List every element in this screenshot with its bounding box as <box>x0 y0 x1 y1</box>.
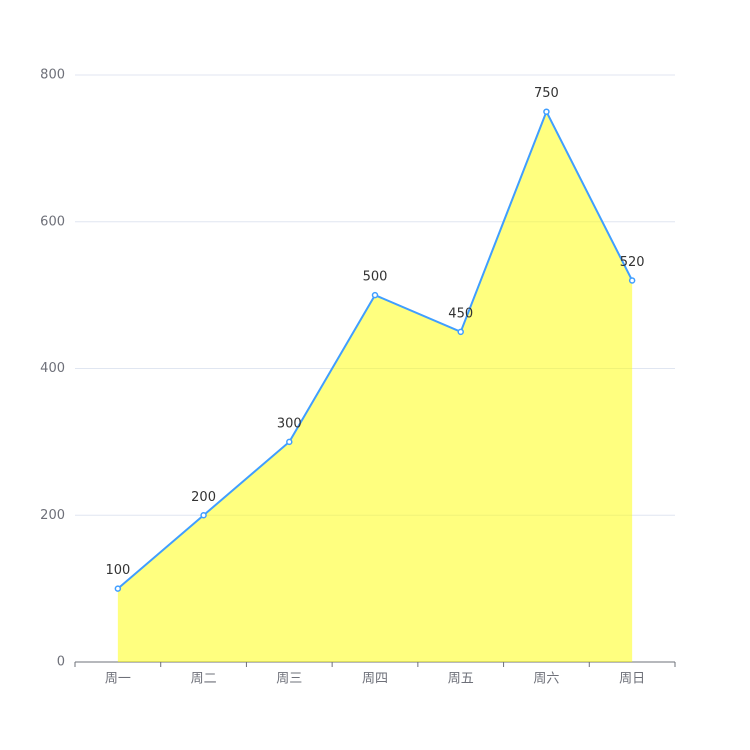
y-tick-label: 800 <box>40 68 65 83</box>
value-label: 750 <box>534 86 559 101</box>
value-label: 300 <box>277 416 302 431</box>
value-label: 520 <box>620 255 645 270</box>
point <box>457 328 464 336</box>
value-label: 500 <box>363 270 388 285</box>
y-tick-label: 200 <box>40 508 65 523</box>
value-label: 100 <box>105 563 130 578</box>
x-tick-label: 周六 <box>533 672 559 687</box>
point <box>286 438 293 446</box>
y-tick-label: 600 <box>40 214 65 229</box>
y-tick-label: 400 <box>40 361 65 376</box>
x-tick-label: 周二 <box>191 672 217 687</box>
y-tick-label: 0 <box>57 655 65 670</box>
point <box>628 277 636 284</box>
value-label: 200 <box>191 490 216 505</box>
area <box>117 111 633 662</box>
x-tick-label: 周三 <box>276 672 302 687</box>
point <box>371 291 379 299</box>
value-label: 450 <box>448 306 473 321</box>
point <box>114 585 122 592</box>
x-tick-label: 周一 <box>105 672 131 687</box>
x-tick-label: 周日 <box>619 672 645 687</box>
point <box>543 108 550 115</box>
x-tick-label: 周四 <box>362 672 388 687</box>
x-tick-label: 周五 <box>448 672 474 687</box>
point <box>200 512 207 519</box>
